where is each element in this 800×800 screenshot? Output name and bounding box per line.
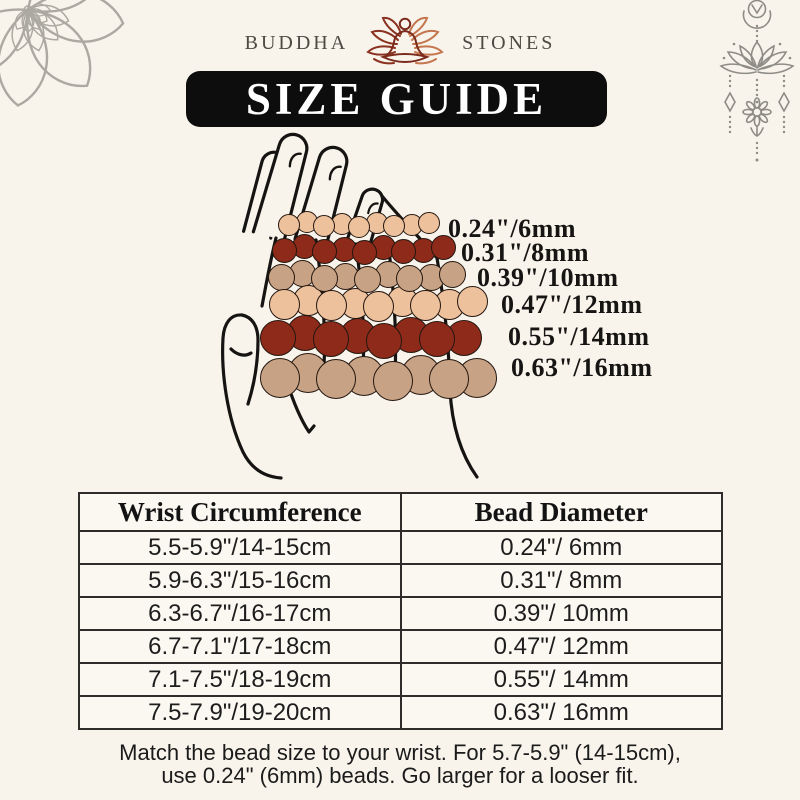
size-guide-banner: SIZE GUIDE	[186, 71, 607, 127]
lotus-meditation-icon	[366, 16, 444, 65]
size-table-row: 7.5-7.9"/19-20cm 0.63"/ 16mm	[78, 695, 723, 730]
mandala-decoration-icon	[0, 0, 128, 110]
brand-header: BUDDHA	[0, 12, 800, 66]
size-table-cell: 0.24"/ 6mm	[399, 530, 723, 565]
size-table-cell: 5.5-5.9"/14-15cm	[78, 530, 402, 565]
hand-illustration	[221, 132, 479, 480]
size-table-row: 5.5-5.9"/14-15cm 0.24"/ 6mm	[78, 530, 723, 565]
size-table-cell: 0.47"/ 12mm	[399, 629, 723, 664]
size-table-header-bead-diameter: Bead Diameter	[399, 492, 723, 532]
brand-name-right: STONES	[462, 31, 556, 54]
size-table-cell: 0.63"/ 16mm	[399, 695, 723, 730]
size-table-cell: 7.1-7.5"/18-19cm	[78, 662, 402, 697]
size-table-row: 6.7-7.1"/17-18cm 0.47"/ 12mm	[78, 629, 723, 664]
page-title: SIZE GUIDE	[245, 73, 548, 124]
size-table-cell: 0.39"/ 10mm	[399, 596, 723, 631]
size-table: Wrist Circumference Bead Diameter 5.5-5.9…	[78, 492, 723, 730]
size-table-header-row: Wrist Circumference Bead Diameter	[78, 492, 723, 532]
bead-size-label: 0.55"/14mm	[508, 322, 650, 351]
size-table-cell: 6.7-7.1"/17-18cm	[78, 629, 402, 664]
size-table-row: 6.3-6.7"/16-17cm 0.39"/ 10mm	[78, 596, 723, 631]
bead-size-label: 0.47"/12mm	[501, 290, 643, 319]
size-table-row: 7.1-7.5"/18-19cm 0.55"/ 14mm	[78, 662, 723, 697]
size-table-cell: 0.31"/ 8mm	[399, 563, 723, 598]
footnote-line-1: Match the bead size to your wrist. For 5…	[119, 740, 681, 765]
size-table-cell: 0.55"/ 14mm	[399, 662, 723, 697]
size-table-header-wrist-circumference: Wrist Circumference	[78, 492, 402, 532]
footnote-line-2: use 0.24" (6mm) beads. Go larger for a l…	[161, 763, 639, 788]
brand-name-left: BUDDHA	[244, 31, 349, 54]
size-table-cell: 5.9-6.3"/15-16cm	[78, 563, 402, 598]
bead-size-label: 0.63"/16mm	[511, 353, 653, 382]
size-table-cell: 7.5-7.9"/19-20cm	[78, 695, 402, 730]
size-table-cell: 6.3-6.7"/16-17cm	[78, 596, 402, 631]
hanging-lotus-ornament-icon	[719, 0, 795, 162]
size-table-row: 5.9-6.3"/15-16cm 0.31"/ 8mm	[78, 563, 723, 598]
